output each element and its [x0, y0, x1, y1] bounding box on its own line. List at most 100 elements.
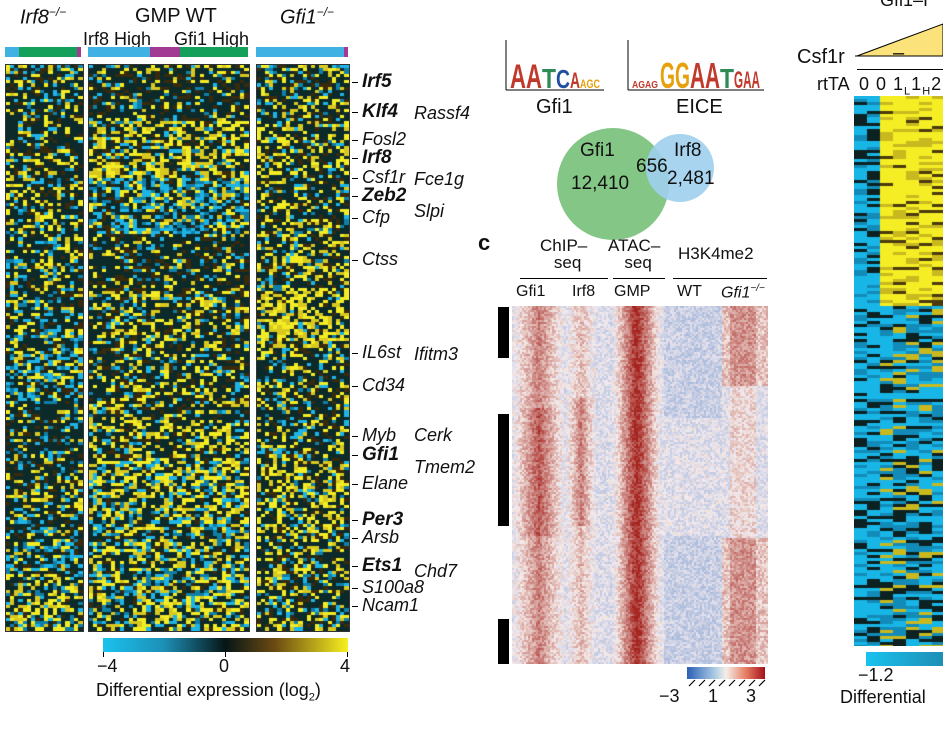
- chromatin-heatmap: [512, 306, 768, 664]
- condition-bar: [19, 47, 77, 57]
- rtta-row-label: rtTA: [817, 74, 850, 94]
- condition-bar: [5, 47, 19, 57]
- gene-tick: [352, 436, 358, 437]
- gene-tick: [352, 386, 358, 387]
- venn-irf8-count: 2,481: [667, 168, 715, 189]
- column-label-wt: WT: [677, 283, 702, 300]
- gene-label: Cfp: [362, 207, 391, 227]
- gene-tick: [352, 112, 358, 113]
- dose-wedge: [855, 23, 943, 57]
- gene-label: Irf5: [362, 71, 392, 92]
- svg-text:T: T: [720, 63, 734, 94]
- venn-irf8-name: Irf8: [674, 140, 702, 161]
- svg-text:AGC: AGC: [580, 77, 600, 91]
- gene-tick: [352, 588, 358, 589]
- gene-label: Chd7: [414, 561, 458, 581]
- expression-heatmap-irf8-ko: [5, 64, 84, 632]
- gene-label: Cerk: [414, 425, 453, 445]
- svg-text:T: T: [542, 63, 556, 94]
- gene-tick: [352, 140, 358, 141]
- venn-irf8-circle: [646, 134, 714, 202]
- gene-tick: [352, 520, 358, 521]
- venn-gfi1-circle: [557, 128, 669, 240]
- panel-d-colorbar: [866, 652, 943, 666]
- svg-text:A: A: [570, 68, 580, 93]
- condition-bar: [88, 47, 150, 57]
- gene-tick: [352, 82, 358, 83]
- csf1r-row-label: Csf1r: [797, 46, 845, 68]
- gene-label: Cd34: [362, 375, 406, 395]
- gene-label: Fce1g: [414, 169, 465, 189]
- gene-tick: [352, 196, 358, 197]
- venn-diagram: [557, 128, 714, 240]
- gfi1-motif-logo: AA T C A AGC: [505, 40, 604, 96]
- gene-label: Per3: [362, 509, 404, 530]
- chromatin-colorbar-mid: 1: [708, 686, 719, 706]
- gene-tick: [352, 606, 358, 607]
- gene-label: S100a8: [362, 577, 425, 597]
- gene-label: Klf4: [362, 101, 398, 122]
- cluster-bar: [498, 307, 509, 358]
- irf8-ko-label: Irf8−/−: [20, 5, 67, 29]
- gene-label: Ctss: [362, 249, 398, 269]
- gene-tick: [352, 353, 358, 354]
- gene-label: Ncam1: [362, 595, 420, 615]
- expression-heatmap-gmp-wt: [88, 64, 250, 632]
- gene-label: Elane: [362, 473, 409, 493]
- colorbar-min-label: −4: [97, 656, 118, 676]
- svg-text:AA: AA: [690, 55, 720, 96]
- gene-label: Rassf4: [414, 103, 471, 123]
- panel-d-title-fragment: Gfi1–I: [880, 0, 929, 10]
- gene-tick: [352, 218, 358, 219]
- gene-label: Fosl2: [362, 129, 407, 149]
- gene-label: Slpi: [414, 201, 445, 221]
- gfi1-ko-label: Gfi1−/−: [280, 5, 335, 29]
- gfi1-motif-label: Gfi1: [536, 96, 573, 118]
- rtta-line: [857, 69, 943, 70]
- condition-bar: [180, 47, 248, 57]
- chip-underline: [520, 278, 608, 279]
- colorbar-tick: [225, 652, 226, 657]
- column-label-gfi1-ko: Gfi1−/−: [721, 283, 765, 302]
- csf1r-row-value: –: [893, 42, 905, 64]
- atac-seq-header: ATAC– seq: [608, 236, 661, 272]
- svg-text:GG: GG: [660, 55, 690, 96]
- gfi1-high-label: Gfi1 High: [174, 29, 250, 49]
- condition-bar: [344, 47, 348, 57]
- chromatin-colorbar-min: −3: [659, 686, 680, 706]
- gene-label: Csf1r: [362, 167, 406, 187]
- condition-bar: [256, 47, 344, 57]
- gene-label: Gfi1: [362, 444, 399, 465]
- chromatin-colorbar-max: 3: [746, 686, 757, 706]
- cluster-bar: [498, 414, 509, 526]
- panel-d-colorbar-title: Differential: [840, 687, 926, 707]
- gene-tick: [352, 455, 358, 456]
- gene-tick: [352, 566, 358, 567]
- heatmap-texture: [257, 65, 349, 631]
- gene-label: IL6st: [362, 342, 402, 362]
- gene-tick: [352, 260, 358, 261]
- gene-label: Tmem2: [414, 457, 476, 477]
- eice-motif-logo: AGAG GG AA T GAA: [627, 40, 764, 96]
- venn-overlap-count: 656: [636, 156, 668, 177]
- colorbar-max-label: 4: [340, 656, 351, 676]
- colorbar-tick: [103, 652, 104, 657]
- gene-tick: [352, 158, 358, 159]
- expression-colorbar: [103, 638, 348, 652]
- colorbar-title: Differential expression (log2): [96, 680, 321, 704]
- cluster-bar: [498, 619, 509, 664]
- gene-tick: [352, 484, 358, 485]
- condition-bar: [77, 47, 81, 57]
- expression-heatmap-gfi1-ko: [256, 64, 350, 632]
- gene-label: Arsb: [362, 527, 400, 547]
- gene-tick: [352, 538, 358, 539]
- gene-label: Irf8: [362, 147, 392, 168]
- heatmap-texture: [89, 65, 249, 631]
- rtta-row-values: 0 0 1L1H2: [859, 74, 943, 98]
- condition-bar: [150, 47, 180, 57]
- colorbar-hatch: [688, 679, 766, 687]
- gene-label: Ets1: [362, 555, 403, 576]
- h3k-underline: [673, 278, 767, 279]
- eice-motif-label: EICE: [676, 96, 723, 118]
- svg-text:C: C: [556, 64, 570, 94]
